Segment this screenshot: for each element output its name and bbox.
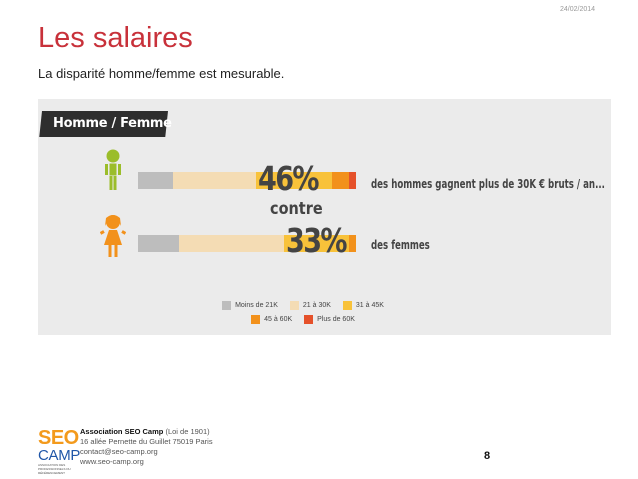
male-figure-icon	[105, 149, 121, 190]
seo-camp-logo: SEO CAMP ASSOCIATION DES PROFESSIONNELS …	[38, 428, 82, 475]
legend-swatch	[251, 315, 261, 324]
bar-segment	[349, 235, 356, 252]
bar-segment	[172, 172, 256, 189]
bar-hommes	[138, 172, 356, 189]
annotation-text-hommes: des hommes gagnent plus de 30K € bruts /…	[371, 177, 605, 191]
slide-subtitle: La disparité homme/femme est mesurable.	[38, 66, 285, 81]
legend-label: Plus de 60K	[317, 316, 355, 323]
bar-segment	[284, 235, 350, 252]
org-status: (Loi de 1901)	[163, 427, 210, 436]
female-figure-icon	[100, 215, 126, 257]
legend-item: 45 à 60K	[251, 315, 292, 324]
page-number: 8	[484, 450, 491, 462]
legend-swatch	[304, 315, 314, 324]
legend-label: Moins de 21K	[235, 302, 278, 309]
bar-segment	[349, 172, 356, 189]
bar-femmes	[138, 235, 356, 252]
legend-label: 31 à 45K	[355, 302, 384, 309]
chart-legend: Moins de 21K 21 à 30K 31 à 45K 45 à 60K …	[158, 301, 448, 329]
org-website[interactable]: www.seo-camp.org	[80, 457, 144, 466]
annotation-value-hommes: 46%	[258, 159, 319, 198]
legend-swatch	[289, 301, 299, 310]
chart-title: Homme / Femme	[53, 116, 172, 131]
slide-date: 24/02/2014	[560, 6, 596, 13]
chart-panel: Homme / Femme 46% contre 33% des hommes …	[38, 99, 611, 335]
bar-segment	[255, 172, 332, 189]
legend-item: 21 à 30K	[289, 301, 331, 310]
logo-camp-text: CAMP	[38, 447, 81, 464]
legend-item: 31 à 45K	[342, 301, 384, 310]
legend-item: Plus de 60K	[304, 315, 355, 324]
legend-label: 45 à 60K	[264, 316, 293, 323]
legend-item: Moins de 21K	[222, 301, 278, 310]
logo-seo-text: SEO	[38, 427, 79, 449]
annotation-text-femmes: des femmes	[371, 238, 430, 252]
footer-contact: Association SEO Camp (Loi de 1901) 16 al…	[80, 427, 213, 467]
annotation-value-femmes: 33%	[286, 221, 347, 260]
legend-swatch	[222, 301, 232, 310]
org-name: Association SEO Camp	[80, 427, 164, 436]
slide-title: Les salaires	[38, 22, 193, 54]
logo-tagline: ASSOCIATION DES PROFESSIONNELS DU RÉFÉRE…	[38, 463, 71, 475]
bar-segment	[332, 172, 350, 189]
org-address: 16 allée Pernette du Guillet 75019 Paris	[80, 437, 213, 446]
bar-segment	[138, 172, 173, 189]
connector-text: contre	[270, 199, 323, 219]
legend-label: 21 à 30K	[302, 302, 331, 309]
bar-segment	[138, 235, 180, 252]
org-email[interactable]: contact@seo-camp.org	[80, 447, 158, 456]
bar-segment	[179, 235, 285, 252]
legend-swatch	[342, 301, 352, 310]
